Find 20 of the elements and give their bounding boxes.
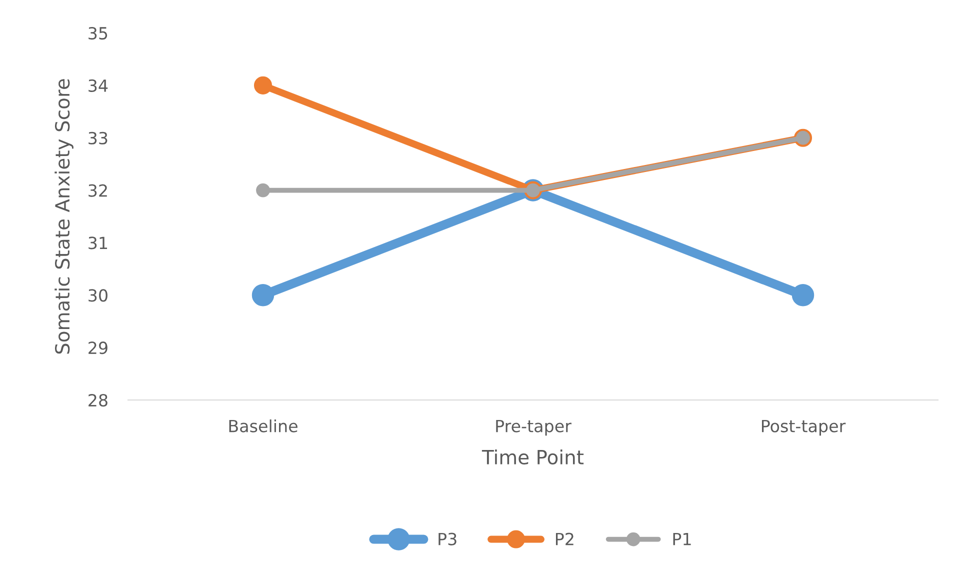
- point: [252, 284, 274, 306]
- y-tick-label: 32: [88, 184, 107, 197]
- point: [792, 284, 814, 306]
- y-tick-label: 30: [88, 289, 108, 302]
- y-tick-label: 35: [88, 26, 108, 40]
- legend-label: P1: [673, 532, 691, 546]
- y-tick-label: 28: [88, 394, 108, 407]
- y-tick-label: 31: [88, 236, 108, 250]
- legend-label: P3: [438, 532, 456, 546]
- x-tick-label: Post-taper: [762, 420, 846, 436]
- x-tick-label: Baseline: [229, 419, 298, 432]
- y-tick-label: 29: [88, 342, 108, 354]
- y-tick-label: 34: [88, 79, 108, 92]
- x-axis-title: Time Point: [482, 449, 584, 465]
- point: [254, 76, 272, 94]
- y-tick-label: 33: [88, 132, 108, 144]
- y-axis-title: Somatic State Anxiety Score: [54, 79, 74, 354]
- point: [256, 183, 270, 198]
- x-tick-label: Pre-taper: [496, 420, 572, 436]
- legend-label: P2: [556, 532, 574, 546]
